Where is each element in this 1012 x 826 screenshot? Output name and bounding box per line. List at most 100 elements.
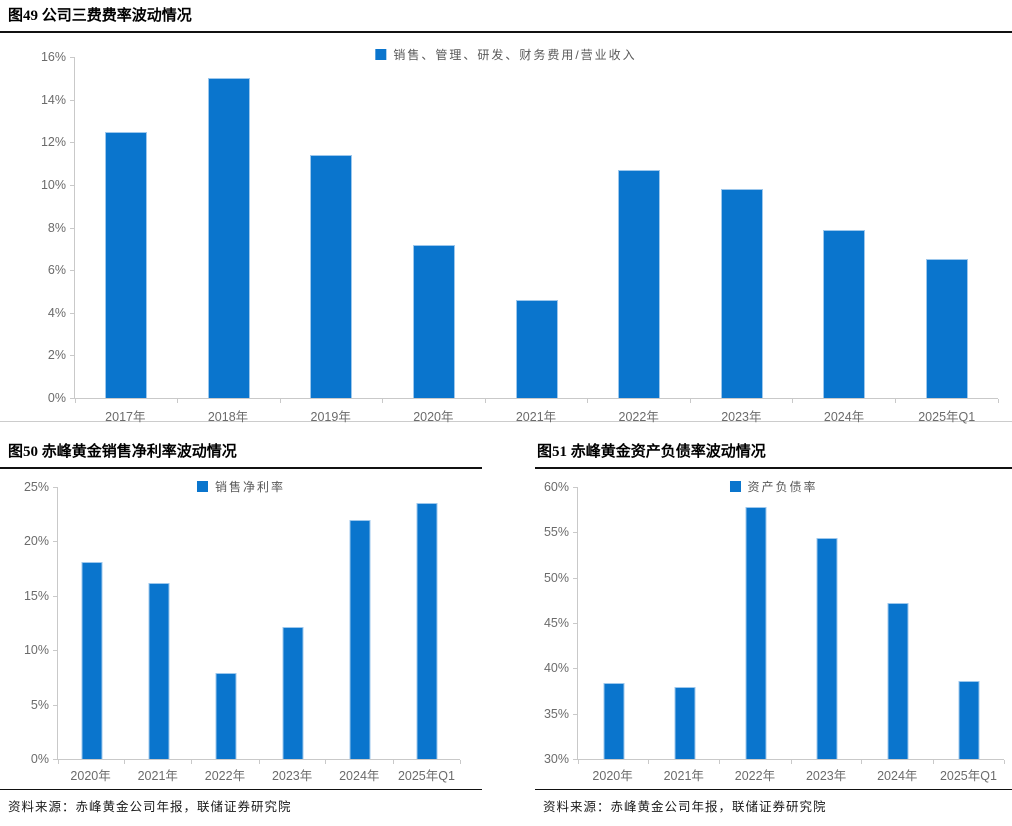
bar-slot [578, 487, 649, 759]
bar-2025年Q1 [958, 681, 979, 759]
x-axis-tick-label: 2024年 [877, 769, 918, 783]
x-axis-tick-label: 2025年Q1 [939, 769, 997, 783]
x-axis-tick-mark [648, 760, 650, 764]
legend-swatch-icon [196, 481, 208, 492]
bar-slot [125, 487, 192, 759]
x-axis-tick-mark [279, 399, 281, 403]
y-axis-tick-mark [70, 355, 75, 357]
bar-2025年Q1 [925, 259, 968, 398]
x-axis-tick-label: 2022年 [204, 769, 246, 783]
bar-2024年 [349, 519, 370, 759]
bar-slot [791, 487, 862, 759]
bar-series [74, 57, 999, 403]
x-axis-tick-mark [124, 760, 126, 764]
figure-51-source-rule [535, 789, 1012, 790]
y-axis-tick-label: 16% [40, 50, 66, 64]
bar-slot [720, 487, 791, 759]
y-axis-tick-label: 10% [40, 177, 66, 192]
bar-slot [862, 487, 933, 759]
bar-2021年 [515, 299, 558, 398]
x-axis-tick-mark [997, 399, 999, 403]
bar-slot [192, 487, 259, 759]
figure-49-chart: 销售、管理、研发、财务费用/营业收入 0% 2% 4% 6% 8% 10% 12% 14% 16… [0, 33, 1012, 424]
x-axis-labels: 2020年 2021年 2022年 2023年 2024年 2025年Q1 [577, 765, 1004, 784]
y-axis-tick-mark [53, 704, 58, 706]
bar-slot [75, 57, 178, 398]
bar-2020年 [603, 682, 624, 759]
figure-50-title: 图50 赤峰黄金销售净利率波动情况 [8, 444, 237, 460]
x-axis-tick-label: 2019年 [310, 410, 351, 424]
x-axis-tick-mark [57, 760, 59, 764]
y-axis-tick-label: 6% [47, 263, 66, 278]
x-axis-tick-label: 2022年 [618, 410, 659, 424]
y-axis-tick-mark [70, 142, 75, 144]
bar-2018年 [207, 78, 250, 398]
y-axis-tick-mark [573, 668, 578, 670]
bar-2022年 [215, 673, 236, 759]
x-axis-tick-label: 2025年Q1 [397, 769, 455, 783]
y-axis-tick-label: 30% [543, 752, 569, 766]
bar-2021年 [674, 687, 695, 759]
figure-49-title-rule [0, 31, 1012, 33]
y-axis-tick-mark [573, 577, 578, 579]
column-gap [482, 436, 535, 819]
figure-51-legend-label: 资产负债率 [747, 480, 818, 494]
y-axis-tick-mark [70, 398, 75, 399]
y-axis-tick-mark [70, 184, 75, 186]
x-axis-tick-label: 2018年 [207, 410, 249, 424]
y-axis-tick-label: 50% [543, 570, 569, 585]
bar-2023年 [720, 189, 763, 398]
bar-slot [485, 57, 588, 398]
y-axis-tick-label: 10% [23, 643, 49, 658]
x-axis-tick-mark [1003, 760, 1005, 764]
x-axis-tick-label: 2020年 [592, 769, 633, 783]
y-axis-tick-label: 2% [47, 348, 66, 363]
y-axis-tick-mark [70, 57, 75, 58]
x-axis-tick-mark [74, 399, 76, 403]
y-axis-tick-mark [70, 99, 75, 101]
figure-51-title: 图51 赤峰黄金资产负债率波动情况 [537, 444, 766, 460]
x-axis-tick-mark [861, 760, 863, 764]
figure-50-chart: 销售净利率 0% 5% 10% 15% 20% 25% 2020年 2021年 2022年 20… [0, 469, 482, 789]
bar-2019年 [310, 155, 353, 398]
x-axis-tick-mark [484, 399, 486, 403]
bar-2023年 [816, 537, 837, 759]
bar-slot [588, 57, 691, 398]
y-axis-tick-label: 55% [543, 525, 569, 540]
y-axis-tick-mark [573, 713, 578, 715]
figure-51-title-rule [535, 467, 1012, 469]
figure-50-legend: 销售净利率 [196, 478, 285, 495]
x-axis-tick-mark [719, 760, 721, 764]
bar-2022年 [745, 506, 766, 759]
bar-series [57, 487, 461, 764]
y-axis-tick-label: 0% [30, 752, 49, 766]
bar-slot [280, 57, 383, 398]
y-axis-tick-label: 5% [30, 697, 49, 712]
figure-49-bottom-separator [0, 421, 1012, 422]
figure-51-legend: 资产负债率 [729, 478, 817, 495]
figure-51-source: 资料来源：赤峰黄金公司年报，联储证券研究院 [543, 800, 827, 814]
y-axis-tick-mark [70, 312, 75, 314]
bar-2025年Q1 [416, 503, 437, 759]
x-axis-tick-label: 2017年 [105, 410, 146, 424]
y-axis-tick-mark [53, 650, 58, 652]
x-axis-tick-mark [792, 399, 794, 403]
legend-swatch-icon [729, 481, 741, 492]
figure-49-title: 图49 公司三费费率波动情况 [8, 8, 192, 24]
x-axis-tick-label: 2020年 [70, 769, 111, 783]
figure-50-source-rule [0, 789, 482, 790]
bar-2023年 [282, 627, 303, 759]
y-axis-tick-label: 35% [543, 706, 569, 721]
y-axis-tick-mark [70, 227, 75, 229]
figure-49: 图49 公司三费费率波动情况 销售、管理、研发、财务费用/营业收入 0% 2% 4%… [0, 8, 1012, 424]
y-axis-tick-label: 40% [543, 661, 569, 676]
bar-2024年 [823, 229, 866, 398]
figure-50-title-rule [0, 467, 482, 469]
y-axis-tick-mark [573, 759, 578, 760]
y-axis-tick-mark [70, 270, 75, 272]
figure-50: 图50 赤峰黄金销售净利率波动情况 销售净利率 0% 5% 10% 15% 20% 25%… [0, 436, 482, 819]
x-axis-tick-mark [894, 399, 896, 403]
bar-slot [896, 57, 999, 398]
bar-slot [933, 487, 1004, 759]
